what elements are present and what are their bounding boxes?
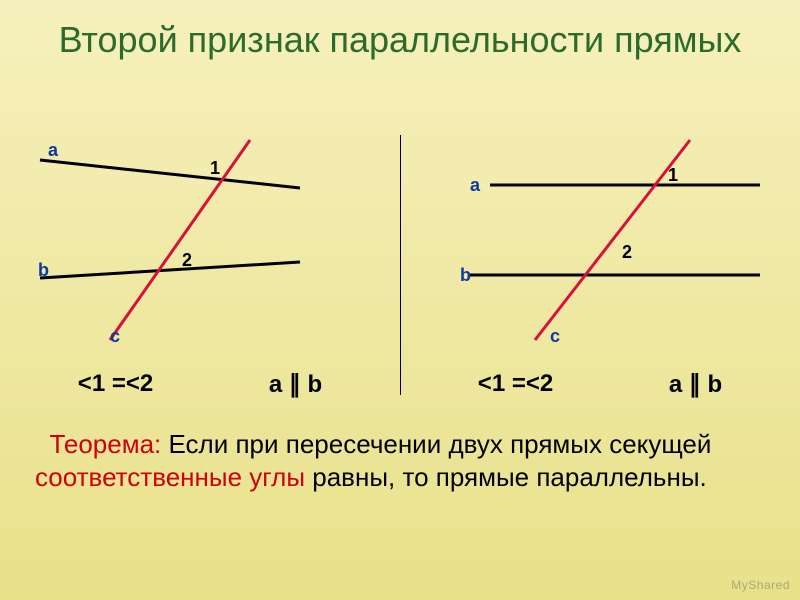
- right-angle-2: 2: [622, 242, 632, 263]
- right-parallel: a ∥ b: [669, 370, 722, 399]
- left-line-b: [40, 262, 300, 278]
- left-angle-2: 2: [182, 250, 192, 271]
- left-diagram: [0, 130, 400, 370]
- left-equation-row: <1 =<2 a ∥ b: [0, 370, 400, 399]
- theorem-text: Теорема: Если при пересечении двух прямы…: [35, 428, 765, 493]
- left-label-c: c: [110, 326, 120, 347]
- theorem-part2: равны, то прямые параллельны.: [305, 462, 707, 492]
- left-parallel: a ∥ b: [269, 370, 322, 399]
- diagram-row: a b c 1 2 <1 =<2 a ∥ b a b c 1 2 <1 =<2: [0, 130, 800, 410]
- left-line-a: [40, 160, 300, 188]
- right-line-c: [535, 140, 690, 340]
- right-equation-row: <1 =<2 a ∥ b: [400, 370, 800, 399]
- left-label-a: a: [48, 140, 58, 161]
- right-label-b: b: [460, 265, 471, 286]
- right-angle-1: 1: [668, 165, 678, 186]
- left-panel: a b c 1 2 <1 =<2 a ∥ b: [0, 130, 400, 410]
- right-panel: a b c 1 2 <1 =<2 a ∥ b: [400, 130, 800, 410]
- right-label-a: a: [470, 175, 480, 196]
- right-eq: <1 =<2: [478, 370, 553, 399]
- theorem-lead: Теорема:: [49, 429, 161, 459]
- slide: Второй признак параллельности прямых a b…: [0, 0, 800, 600]
- watermark: MyShared: [731, 578, 790, 592]
- theorem-part1: Если при пересечении двух прямых секущей: [161, 429, 711, 459]
- left-eq: <1 =<2: [78, 370, 153, 399]
- left-label-b: b: [38, 260, 49, 281]
- right-diagram: [400, 130, 800, 370]
- theorem-highlight: соответственные углы: [35, 462, 305, 492]
- left-angle-1: 1: [210, 158, 220, 179]
- slide-title: Второй признак параллельности прямых: [0, 0, 800, 61]
- right-label-c: c: [550, 326, 560, 347]
